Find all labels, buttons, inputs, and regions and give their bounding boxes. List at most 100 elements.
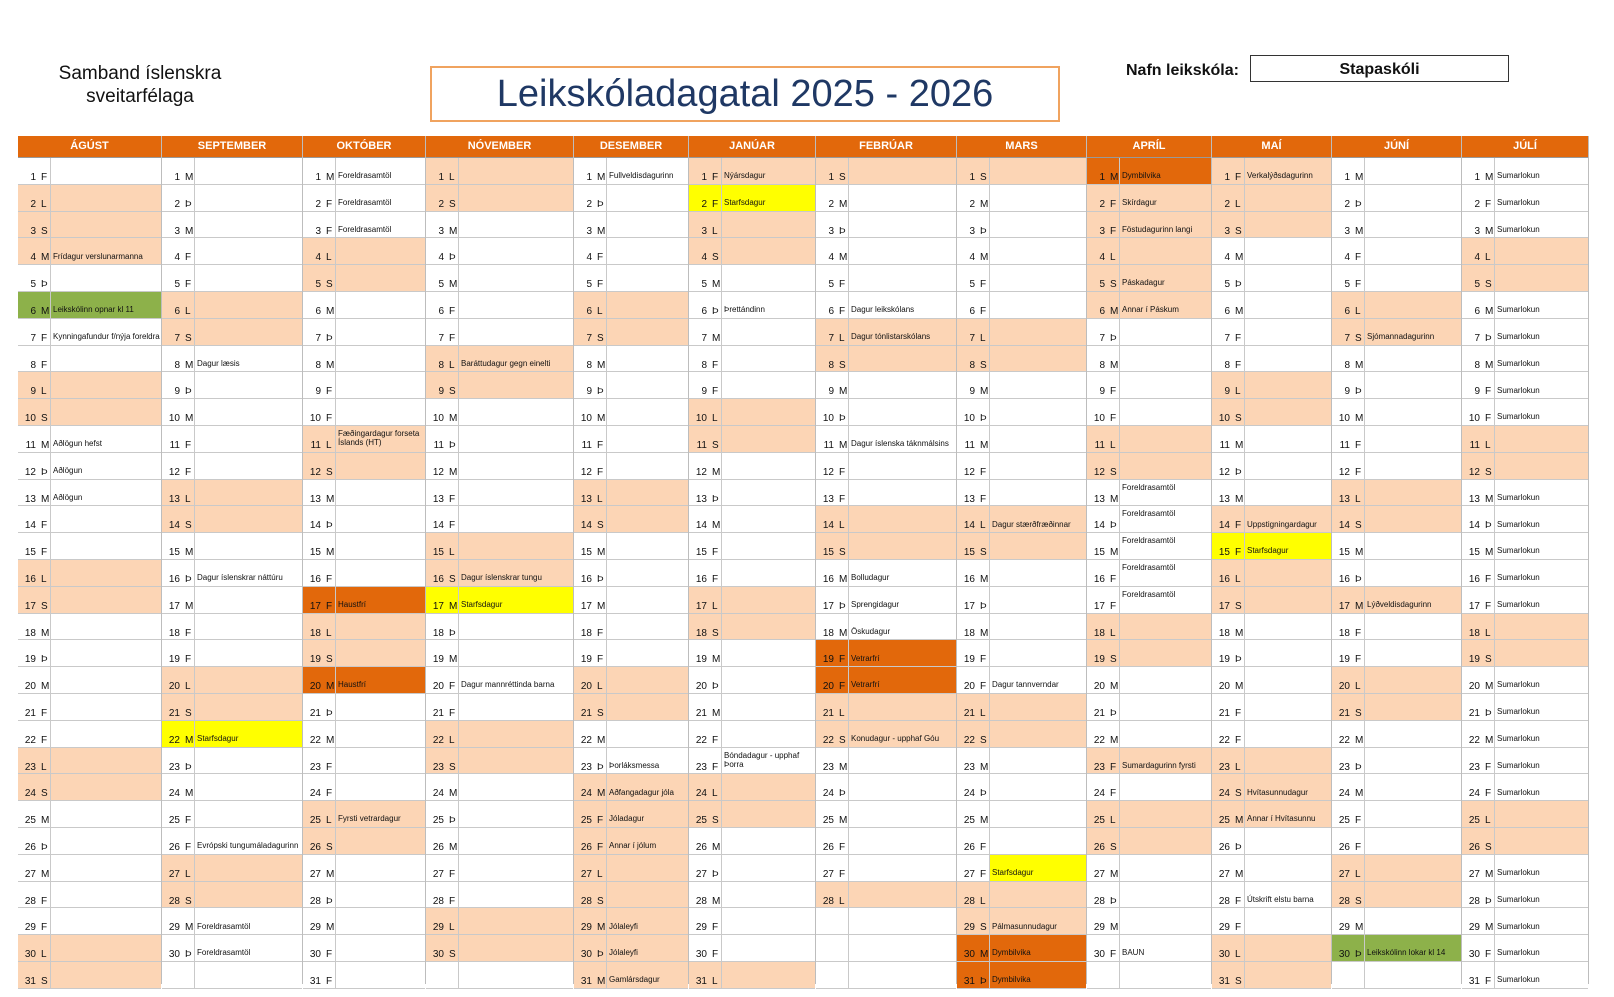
- day-cell[interactable]: 25 L: [1087, 801, 1211, 828]
- day-cell[interactable]: 7 L Dagur tónlistarskólans: [816, 318, 956, 346]
- day-cell[interactable]: 31 Þ Dymbilvika: [957, 961, 1086, 989]
- day-cell[interactable]: 10 L: [689, 399, 815, 426]
- day-cell[interactable]: 20 L: [1332, 667, 1461, 694]
- day-cell[interactable]: 16 Þ: [1332, 559, 1461, 587]
- day-cell[interactable]: 23 S: [426, 747, 573, 775]
- day-cell[interactable]: 23 M: [816, 747, 956, 775]
- day-cell[interactable]: [426, 961, 573, 989]
- day-cell[interactable]: 19 S: [1462, 640, 1588, 668]
- day-cell[interactable]: 23 Þ: [1332, 747, 1461, 775]
- day-cell[interactable]: 14 F: [426, 506, 573, 534]
- day-cell[interactable]: 10 F: [1087, 399, 1211, 426]
- day-cell[interactable]: 23 Þ: [162, 747, 302, 775]
- day-cell[interactable]: 1 M Foreldrasamtöl: [303, 158, 425, 185]
- day-cell[interactable]: 27 M: [18, 854, 161, 882]
- day-cell[interactable]: 21 Þ: [303, 693, 425, 721]
- day-cell[interactable]: 10 S: [1212, 399, 1331, 426]
- day-cell[interactable]: 1 M Fullveldisdagurinn: [574, 158, 688, 185]
- day-cell[interactable]: 10 M: [162, 399, 302, 426]
- day-cell[interactable]: 12 M: [426, 452, 573, 480]
- day-cell[interactable]: 24 M: [426, 774, 573, 802]
- day-cell[interactable]: 12 Þ: [1212, 452, 1331, 480]
- day-cell[interactable]: 26 M: [426, 827, 573, 855]
- day-cell[interactable]: 19 S: [1087, 640, 1211, 668]
- day-cell[interactable]: 22 M: [1087, 720, 1211, 748]
- day-cell[interactable]: 22 S: [957, 720, 1086, 748]
- day-cell[interactable]: 21 F: [1212, 693, 1331, 721]
- day-cell[interactable]: 26 S: [1462, 827, 1588, 855]
- day-cell[interactable]: 15 M: [1332, 533, 1461, 560]
- day-cell[interactable]: 18 L: [1462, 613, 1588, 641]
- day-cell[interactable]: 28 F: [426, 881, 573, 909]
- day-cell[interactable]: 13 F: [426, 479, 573, 507]
- day-cell[interactable]: 12 F: [957, 452, 1086, 480]
- day-cell[interactable]: 21 Þ: [1087, 693, 1211, 721]
- day-cell[interactable]: 25 L Fyrsti vetrardagur: [303, 801, 425, 828]
- day-cell[interactable]: 20 L: [574, 667, 688, 694]
- day-cell[interactable]: 26 F Annar í jólum: [574, 827, 688, 855]
- day-cell[interactable]: 11 M Aðlögun hefst: [18, 425, 161, 453]
- day-cell[interactable]: 17 F Haustfrí: [303, 586, 425, 614]
- day-cell[interactable]: 27 L: [1332, 854, 1461, 882]
- day-cell[interactable]: 11 L: [1462, 425, 1588, 453]
- day-cell[interactable]: 22 M: [574, 720, 688, 748]
- day-cell[interactable]: 16 L: [1212, 559, 1331, 587]
- day-cell[interactable]: 29 L: [426, 908, 573, 936]
- day-cell[interactable]: 20 M: [1212, 667, 1331, 694]
- day-cell[interactable]: 17 F Foreldrasamtöl: [1087, 586, 1211, 614]
- day-cell[interactable]: 21 L: [816, 693, 956, 721]
- day-cell[interactable]: 19 Þ: [1212, 640, 1331, 668]
- day-cell[interactable]: 15 M Sumarlokun: [1462, 533, 1588, 560]
- day-cell[interactable]: 15 M: [162, 533, 302, 560]
- day-cell[interactable]: 26 F: [1332, 827, 1461, 855]
- day-cell[interactable]: 16 S Dagur íslenskrar tungu: [426, 559, 573, 587]
- day-cell[interactable]: 14 L Dagur stærðfræðinnar: [957, 506, 1086, 534]
- day-cell[interactable]: 16 F: [303, 559, 425, 587]
- day-cell[interactable]: 30 S: [426, 935, 573, 962]
- day-cell[interactable]: 20 M Haustfrí: [303, 667, 425, 694]
- day-cell[interactable]: 11 F: [162, 425, 302, 453]
- day-cell[interactable]: 25 M Annar í Hvítasunnu: [1212, 801, 1331, 828]
- day-cell[interactable]: 19 F: [1332, 640, 1461, 668]
- day-cell[interactable]: [816, 961, 956, 989]
- day-cell[interactable]: 16 Þ Dagur íslenskrar náttúru: [162, 559, 302, 587]
- day-cell[interactable]: 21 S: [162, 693, 302, 721]
- day-cell[interactable]: 10 M: [574, 399, 688, 426]
- day-cell[interactable]: 11 L: [1087, 425, 1211, 453]
- day-cell[interactable]: 18 F: [162, 613, 302, 641]
- day-cell[interactable]: 27 M: [1212, 854, 1331, 882]
- day-cell[interactable]: 30 L: [18, 935, 161, 962]
- day-cell[interactable]: 30 M Dymbilvika: [957, 935, 1086, 962]
- day-cell[interactable]: 29 M Jólaleyfi: [574, 908, 688, 936]
- day-cell[interactable]: 20 L: [162, 667, 302, 694]
- day-cell[interactable]: 8 M Sumarlokun: [1462, 345, 1588, 373]
- day-cell[interactable]: 13 M Foreldrasamtöl: [1087, 479, 1211, 507]
- day-cell[interactable]: 25 M: [957, 801, 1086, 828]
- day-cell[interactable]: [162, 961, 302, 989]
- day-cell[interactable]: 22 F: [1212, 720, 1331, 748]
- day-cell[interactable]: 14 Þ Sumarlokun: [1462, 506, 1588, 534]
- day-cell[interactable]: 26 F Evrópski tungumáladagurinn: [162, 827, 302, 855]
- day-cell[interactable]: 22 M Starfsdagur: [162, 720, 302, 748]
- day-cell[interactable]: 21 F: [426, 693, 573, 721]
- day-cell[interactable]: 22 M Sumarlokun: [1462, 720, 1588, 748]
- day-cell[interactable]: 28 F: [18, 881, 161, 909]
- day-cell[interactable]: 15 S: [816, 533, 956, 560]
